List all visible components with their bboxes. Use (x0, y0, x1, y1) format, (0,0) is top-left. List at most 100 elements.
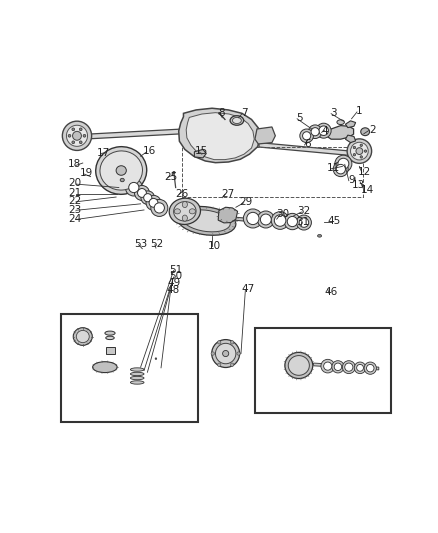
Polygon shape (194, 149, 206, 158)
Ellipse shape (364, 150, 366, 152)
Circle shape (246, 212, 258, 224)
Ellipse shape (346, 139, 371, 163)
Text: 48: 48 (166, 285, 180, 295)
Text: 20: 20 (68, 179, 81, 189)
Circle shape (143, 193, 152, 202)
Circle shape (356, 365, 363, 371)
Text: 52: 52 (150, 239, 163, 249)
Text: 4: 4 (320, 126, 327, 136)
Circle shape (323, 362, 331, 370)
Ellipse shape (350, 142, 367, 160)
Circle shape (154, 203, 164, 213)
Circle shape (311, 127, 318, 136)
Circle shape (363, 362, 375, 374)
Circle shape (141, 191, 154, 205)
Circle shape (257, 211, 274, 228)
Ellipse shape (130, 372, 144, 376)
Circle shape (335, 164, 345, 174)
Ellipse shape (66, 125, 87, 147)
Ellipse shape (237, 352, 240, 355)
Ellipse shape (182, 210, 230, 232)
Ellipse shape (169, 198, 200, 224)
Ellipse shape (211, 340, 239, 367)
Ellipse shape (177, 206, 235, 235)
Text: 19: 19 (79, 168, 92, 178)
Text: 13: 13 (351, 180, 364, 190)
Ellipse shape (73, 328, 92, 345)
Text: 51: 51 (169, 265, 182, 275)
Ellipse shape (189, 209, 195, 214)
Ellipse shape (230, 116, 243, 125)
Ellipse shape (100, 151, 142, 190)
Text: 15: 15 (195, 146, 208, 156)
Text: 21: 21 (68, 188, 81, 198)
Circle shape (320, 359, 334, 373)
Circle shape (298, 218, 308, 227)
Circle shape (366, 365, 373, 372)
Text: 50: 50 (169, 271, 182, 281)
Text: 27: 27 (221, 189, 234, 199)
Ellipse shape (173, 201, 196, 221)
Ellipse shape (360, 128, 369, 135)
Ellipse shape (182, 201, 187, 207)
Circle shape (260, 214, 271, 225)
Circle shape (137, 189, 146, 197)
Ellipse shape (105, 331, 115, 335)
Ellipse shape (353, 147, 355, 149)
Text: 23: 23 (68, 205, 81, 215)
Polygon shape (178, 108, 260, 163)
Ellipse shape (174, 209, 180, 214)
Text: 29: 29 (239, 197, 252, 207)
Circle shape (286, 216, 297, 227)
Ellipse shape (72, 128, 74, 131)
Circle shape (151, 199, 167, 216)
Ellipse shape (211, 352, 214, 355)
Text: 30: 30 (276, 209, 289, 219)
Ellipse shape (232, 117, 241, 124)
Circle shape (337, 158, 348, 169)
Ellipse shape (83, 134, 86, 137)
Text: 3: 3 (330, 108, 336, 118)
Circle shape (146, 195, 161, 211)
Circle shape (318, 126, 328, 135)
Ellipse shape (72, 131, 81, 140)
Text: 18: 18 (68, 159, 81, 169)
Text: 24: 24 (68, 214, 81, 224)
Circle shape (128, 182, 138, 192)
Ellipse shape (95, 147, 146, 195)
Ellipse shape (355, 148, 362, 155)
Text: 5: 5 (296, 113, 303, 123)
Ellipse shape (173, 171, 175, 174)
Ellipse shape (92, 362, 117, 373)
Circle shape (283, 213, 300, 230)
Ellipse shape (76, 330, 89, 343)
Polygon shape (345, 121, 355, 127)
Circle shape (334, 155, 351, 172)
Text: 45: 45 (327, 216, 340, 226)
Text: 31: 31 (296, 216, 309, 227)
Text: 47: 47 (240, 284, 254, 294)
Ellipse shape (79, 141, 82, 143)
Ellipse shape (217, 363, 220, 367)
Ellipse shape (353, 154, 355, 156)
Circle shape (299, 129, 313, 143)
Ellipse shape (284, 352, 312, 378)
Circle shape (307, 125, 321, 139)
Text: 6: 6 (304, 139, 310, 149)
Text: 10: 10 (207, 241, 220, 251)
Ellipse shape (106, 336, 114, 340)
Ellipse shape (336, 120, 344, 125)
Ellipse shape (130, 381, 144, 384)
Ellipse shape (359, 144, 362, 147)
Ellipse shape (116, 166, 126, 175)
Circle shape (344, 363, 352, 371)
Circle shape (134, 185, 149, 200)
Polygon shape (258, 143, 350, 156)
Circle shape (125, 179, 142, 196)
Text: 11: 11 (326, 163, 340, 173)
Text: 53: 53 (134, 239, 147, 249)
Text: 14: 14 (360, 185, 373, 195)
Circle shape (302, 132, 310, 140)
Circle shape (315, 123, 330, 138)
Text: 49: 49 (167, 278, 180, 288)
